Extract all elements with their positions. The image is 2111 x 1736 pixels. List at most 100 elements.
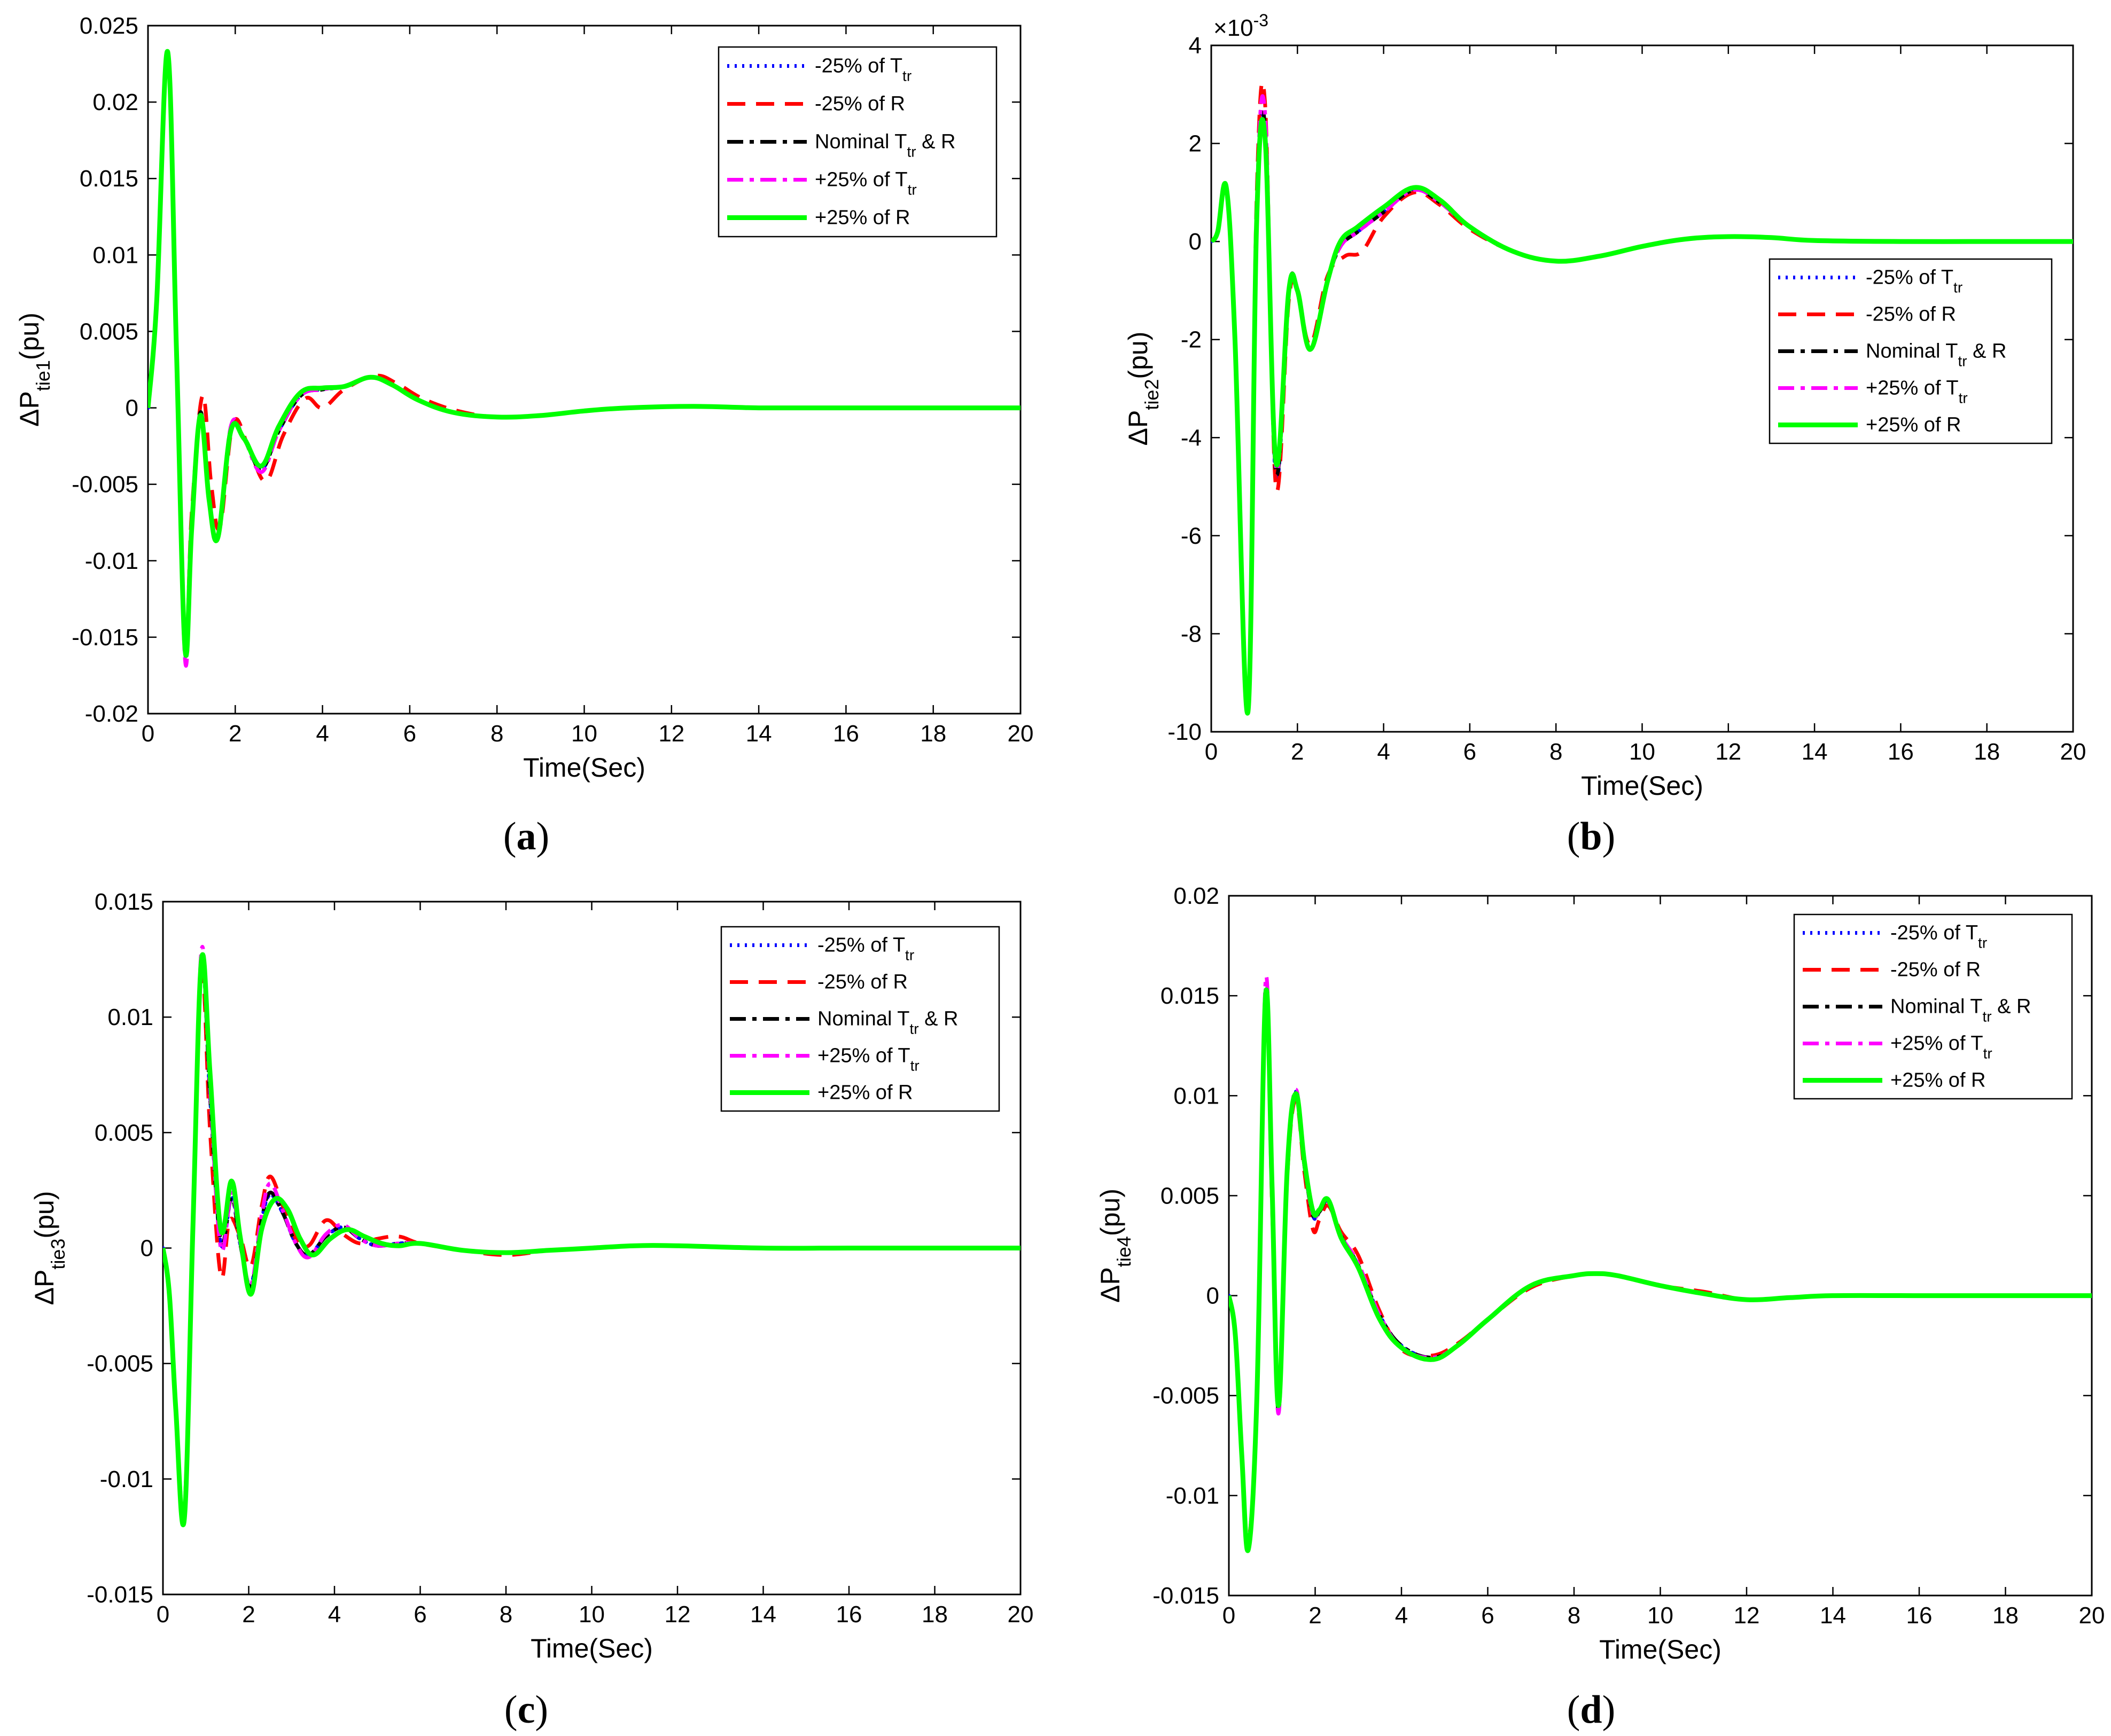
series-line-5 xyxy=(1211,117,2073,716)
y-tick-label: -0.01 xyxy=(1166,1483,1219,1509)
legend: -25% of Ttr -25% of R Nominal Ttr & R +25% … xyxy=(1793,913,2073,1100)
y-tick-label: 0.01 xyxy=(1173,1083,1219,1109)
y-tick-label: 0.01 xyxy=(107,1004,153,1030)
x-tick-label: 10 xyxy=(1629,739,1655,765)
y-tick-label: -4 xyxy=(1181,425,1202,451)
x-tick-label: 10 xyxy=(1647,1602,1673,1629)
y-tick-label: 0.015 xyxy=(80,166,138,192)
x-tick-label: 4 xyxy=(1377,739,1390,765)
x-tick-label: 12 xyxy=(1734,1602,1760,1629)
series-group xyxy=(1229,974,2092,1553)
x-tick-label: 14 xyxy=(1802,739,1828,765)
y-tick-label: -0.01 xyxy=(85,548,138,574)
y-axis-label: ΔPtie2(pu) xyxy=(1123,332,1163,446)
x-tick-label: 14 xyxy=(746,721,772,747)
y-exponent-label: ×10-3 xyxy=(1213,11,1268,41)
x-tick-label: 6 xyxy=(1481,1602,1494,1629)
y-tick-label: 2 xyxy=(1189,131,1202,157)
legend: -25% of Ttr -25% of R Nominal Ttr & R +25% … xyxy=(718,46,998,238)
y-tick-label: -10 xyxy=(1167,719,1202,745)
x-tick-label: 0 xyxy=(1222,1602,1235,1629)
legend-entry-2: -25% of R xyxy=(1866,303,1956,326)
series-group xyxy=(163,945,1021,1527)
x-tick-label: 20 xyxy=(2079,1602,2105,1629)
y-tick-label: -0.005 xyxy=(1152,1383,1219,1409)
x-tick-label: 18 xyxy=(1974,739,2000,765)
x-tick-label: 0 xyxy=(157,1601,169,1628)
y-tick-label: 0.005 xyxy=(1160,1183,1219,1209)
y-tick-label: -0.005 xyxy=(72,472,138,498)
x-tick-label: 20 xyxy=(1008,1601,1034,1628)
legend-entry-3: Nominal Ttr & R xyxy=(1890,996,2031,1025)
x-tick-label: 14 xyxy=(1820,1602,1846,1629)
y-tick-label: 0.015 xyxy=(1160,983,1219,1009)
series-line-5 xyxy=(163,952,1021,1527)
x-tick-label: 6 xyxy=(1463,739,1476,765)
legend: -25% of Ttr -25% of R Nominal Ttr & R +25% … xyxy=(1769,258,2053,444)
legend-entry-5: +25% of R xyxy=(1866,414,1961,436)
series-group xyxy=(1211,80,2073,716)
y-tick-label: -8 xyxy=(1181,621,1202,647)
x-axis-label: Time(Sec) xyxy=(523,753,645,783)
series-line-3 xyxy=(163,954,1021,1522)
x-tick-label: 16 xyxy=(833,721,859,747)
x-tick-label: 8 xyxy=(500,1601,512,1628)
x-tick-label: 18 xyxy=(1992,1602,2019,1629)
panel-d: 0 2 4 6 8 10 12 14 16 18 20 -0.015 -0.01 -0.005 0 0.005… xyxy=(1095,883,2105,1732)
legend-entry-4: +25% of Ttr xyxy=(817,1045,920,1074)
y-tick-label: 0.02 xyxy=(1173,883,1219,909)
y-tick-label: 0.005 xyxy=(95,1120,153,1146)
x-tick-label: 10 xyxy=(571,721,597,747)
x-tick-label: 20 xyxy=(2060,739,2086,765)
y-tick-label: -0.015 xyxy=(72,624,138,651)
x-tick-label: 6 xyxy=(403,721,416,747)
x-tick-label: 8 xyxy=(1549,739,1562,765)
series-line-5 xyxy=(148,49,1021,658)
legend-entry-5: +25% of R xyxy=(815,207,910,229)
y-tick-label: -6 xyxy=(1181,523,1202,549)
x-tick-label: 10 xyxy=(579,1601,605,1628)
x-tick-label: 20 xyxy=(1008,721,1034,747)
legend-entry-4: +25% of Ttr xyxy=(1890,1033,1992,1062)
panel-caption: (b) xyxy=(1567,815,1615,858)
x-tick-label: 2 xyxy=(1291,739,1304,765)
x-tick-label: 16 xyxy=(1888,739,1914,765)
legend-entry-1: -25% of Ttr xyxy=(817,934,914,964)
panel-a: 0 2 4 6 8 10 12 14 16 18 20 -0.02 -0.015 -0.01 -0.005 0… xyxy=(14,13,1033,858)
legend-entry-5: +25% of R xyxy=(817,1082,913,1104)
x-tick-label: 2 xyxy=(1308,1602,1321,1629)
x-tick-label: 14 xyxy=(750,1601,776,1628)
legend-entry-3: Nominal Ttr & R xyxy=(817,1008,958,1037)
y-tick-label: -0.005 xyxy=(87,1351,153,1377)
x-tick-label: 0 xyxy=(1205,739,1218,765)
legend-entry-2: -25% of R xyxy=(817,971,908,994)
x-tick-label: 18 xyxy=(920,721,946,747)
x-axis-label: Time(Sec) xyxy=(531,1633,653,1663)
y-tick-label: 0.025 xyxy=(80,13,138,39)
x-tick-label: 6 xyxy=(414,1601,426,1628)
x-tick-label: 0 xyxy=(142,721,154,747)
x-tick-label: 16 xyxy=(1906,1602,1933,1629)
y-axis-label: ΔPtie3(pu) xyxy=(29,1191,69,1305)
x-tick-label: 8 xyxy=(1568,1602,1580,1629)
y-tick-label: 0 xyxy=(1189,229,1202,255)
x-tick-label: 4 xyxy=(1395,1602,1408,1629)
panel-c: 0 2 4 6 8 10 12 14 16 18 20 -0.015 -0.01 -0.005 0 0.005… xyxy=(29,889,1033,1732)
y-tick-label: -0.01 xyxy=(100,1466,153,1492)
legend-entry-1: -25% of Ttr xyxy=(1890,922,1987,951)
panel-caption: (d) xyxy=(1567,1688,1615,1732)
x-tick-label: 18 xyxy=(922,1601,948,1628)
x-tick-label: 2 xyxy=(242,1601,255,1628)
y-tick-label: 0 xyxy=(126,395,138,421)
y-tick-label: 4 xyxy=(1189,33,1202,59)
y-tick-label: -0.015 xyxy=(1152,1583,1219,1609)
legend-entry-4: +25% of Ttr xyxy=(1866,377,1968,406)
x-tick-label: 4 xyxy=(316,721,329,747)
y-tick-label: 0.015 xyxy=(95,889,153,915)
y-tick-label: 0 xyxy=(141,1235,153,1262)
legend-entry-3: Nominal Ttr & R xyxy=(815,131,955,160)
legend-entry-4: +25% of Ttr xyxy=(815,169,917,198)
x-tick-label: 12 xyxy=(1715,739,1741,765)
y-tick-label: 0.01 xyxy=(92,242,138,268)
